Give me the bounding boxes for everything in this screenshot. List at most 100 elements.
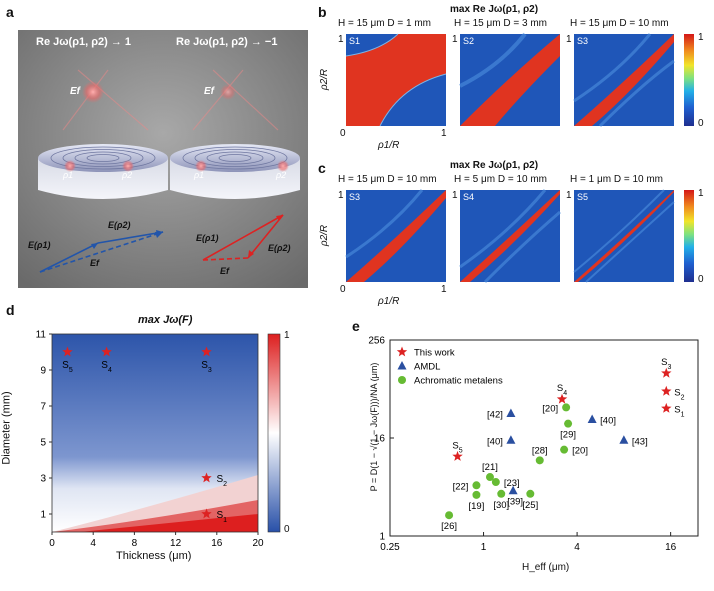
panel-b-xtick0: 0 (340, 128, 346, 139)
panel-d-ytick: 11 (36, 330, 47, 341)
panel-e-point-label: [39] (507, 497, 523, 508)
panel-a-ef-right: Ef (204, 86, 214, 97)
panel-e-triangle-marker (587, 414, 597, 424)
panel-e-star-marker (661, 385, 672, 396)
panel-c-xlabel: ρ1/R (378, 296, 400, 307)
heatmap-c2 (459, 189, 561, 284)
panel-e-legend-label: AMDL (414, 362, 440, 373)
panel-d-xtick: 12 (170, 538, 182, 549)
panel-e-point-label: S2 (674, 387, 684, 401)
panel-d-xtick: 0 (49, 538, 55, 549)
panel-a-left-title: Re Jω(ρ1, ρ2) → 1 (36, 36, 132, 48)
panel-d-ticks: 0 4 8 12 16 20 1 3 5 7 9 11 (36, 330, 264, 550)
panel-d-ytick: 1 (40, 510, 46, 521)
panel-c-ylabel: ρ2/R (319, 224, 331, 247)
panel-b-colorbar (684, 34, 694, 126)
heatmap-b3 (573, 33, 675, 128)
panel-d-point-label: S5 (62, 360, 73, 374)
panel-label-a: a (6, 4, 14, 20)
panel-c-svg (345, 189, 694, 284)
panel-a-illustration: Re Jω(ρ1, ρ2) → 1 Re Jω(ρ1, ρ2) → −1 Ef … (18, 30, 308, 288)
panel-d-star-marker (201, 472, 212, 483)
panel-b-xlabel: ρ1/R (378, 140, 400, 151)
panel-e-point-label: [40] (487, 436, 503, 447)
e-rho1-left: E(ρ1) (28, 240, 51, 250)
panel-d-xtick: 8 (132, 538, 138, 549)
panel-d-heatmap (51, 333, 259, 533)
e-rho2-right: E(ρ2) (268, 243, 291, 253)
panel-e-point-label: [21] (482, 462, 498, 473)
panel-e-legend-triangle (397, 361, 407, 370)
panel-d-ytick: 3 (40, 474, 46, 485)
panel-d-title: max Jω(F) (138, 314, 193, 326)
panel-e-point-label: [28] (532, 445, 548, 456)
panel-d-xtick: 16 (211, 538, 223, 549)
panel-b-tag-1: S1 (349, 36, 361, 46)
panel-a-svg (18, 30, 308, 288)
panel-d-xtick: 4 (90, 538, 96, 549)
panel-e-point-label: [20] (542, 403, 558, 414)
heatmap-c1 (345, 189, 446, 282)
panel-c-title: max Re Jω(ρ1, ρ2) (450, 160, 539, 171)
panel-e-star-marker (661, 367, 672, 378)
panel-e-triangle-marker (506, 408, 516, 417)
panel-d-ytick: 7 (40, 402, 46, 413)
panel-c-cbar-max: 1 (698, 188, 704, 199)
panel-e-plot-area (389, 339, 699, 537)
panel-label-c: c (318, 160, 326, 176)
panel-d-cbar-max: 1 (284, 330, 290, 341)
panel-e-ytick: 1 (379, 532, 385, 543)
rho2-left: ρ2 (122, 170, 133, 180)
panel-c-tag-2: S4 (463, 192, 475, 202)
panel-e-xtick: 16 (665, 542, 677, 553)
heatmap-b1 (345, 33, 447, 127)
focal-spot-left (82, 81, 104, 103)
panel-b-tag-2: S2 (463, 36, 475, 46)
panel-e-point-label: [29] (560, 430, 576, 441)
panel-e-triangle-marker (508, 485, 518, 495)
panel-d-colorbar (267, 333, 281, 533)
panel-e-ytick: 256 (368, 336, 385, 347)
panel-e-circle-marker (560, 445, 569, 454)
panel-c-cbar-min: 0 (698, 274, 704, 285)
panel-e-star-marker (556, 393, 568, 404)
vector-diagram-left (39, 230, 164, 273)
panel-e-point-label: [40] (600, 416, 616, 427)
panel-e-xlabel: H_eff (μm) (522, 562, 570, 573)
panel-b: H = 15 μm D = 1 mm H = 15 μm D = 3 mm H … (319, 16, 714, 158)
panel-e-point-label: [22] (453, 481, 469, 492)
panel-b-tag-3: S3 (577, 36, 589, 46)
panel-c-ytick-3: 1 (566, 190, 572, 201)
panel-b-subtitle-1: H = 15 μm D = 1 mm (338, 18, 432, 29)
panel-label-b: b (318, 4, 327, 20)
ef-vector-right: Ef (220, 266, 229, 276)
panel-e-ylabel: P = D(1 − √(1 − Jω(F)))/NA (μm) (369, 362, 379, 492)
panel-b-cbar-max: 1 (698, 32, 704, 43)
panel-e-legend: This work AMDL Achromatic metalens (396, 346, 503, 387)
panel-e-circle-marker (491, 478, 500, 487)
e-rho1-right: E(ρ1) (196, 233, 219, 243)
panel-e-point-label: [26] (441, 521, 457, 532)
panel-e-circle-marker (472, 481, 481, 490)
panel-d-cbar-min: 0 (284, 524, 290, 535)
panel-e-point-label: S4 (557, 383, 567, 397)
panel-c-xtick0: 0 (340, 284, 346, 295)
panel-c-subtitle-3: H = 1 μm D = 10 mm (570, 174, 664, 185)
panel-e-point-label: [20] (572, 446, 588, 457)
panel-c-xtick1: 1 (441, 284, 447, 295)
panel-e-points: S3 S2 S1 S4 S5 [42] [40] [40] [43] [39] [20] [29] [2… (441, 357, 684, 532)
panel-label-e: e (352, 318, 360, 334)
panel-b-ytick-3: 1 (566, 34, 572, 45)
panel-e-circle-marker (535, 456, 544, 465)
heatmap-b2 (459, 32, 560, 126)
panel-d-xlabel: Thickness (μm) (116, 550, 192, 562)
panel-d-star-marker (62, 346, 73, 357)
panel-e-point-label: [19] (469, 501, 485, 512)
panel-e: 0.25 1 4 16 1 16 256 S3 S2 S1 S4 S5 [42] [40] [40] [43… (352, 326, 714, 586)
panel-d-point-label: S2 (217, 474, 228, 488)
panel-a-ef-left: Ef (70, 86, 80, 97)
panel-d-ytick: 9 (40, 366, 46, 377)
panel-e-xtick: 0.25 (380, 542, 400, 553)
